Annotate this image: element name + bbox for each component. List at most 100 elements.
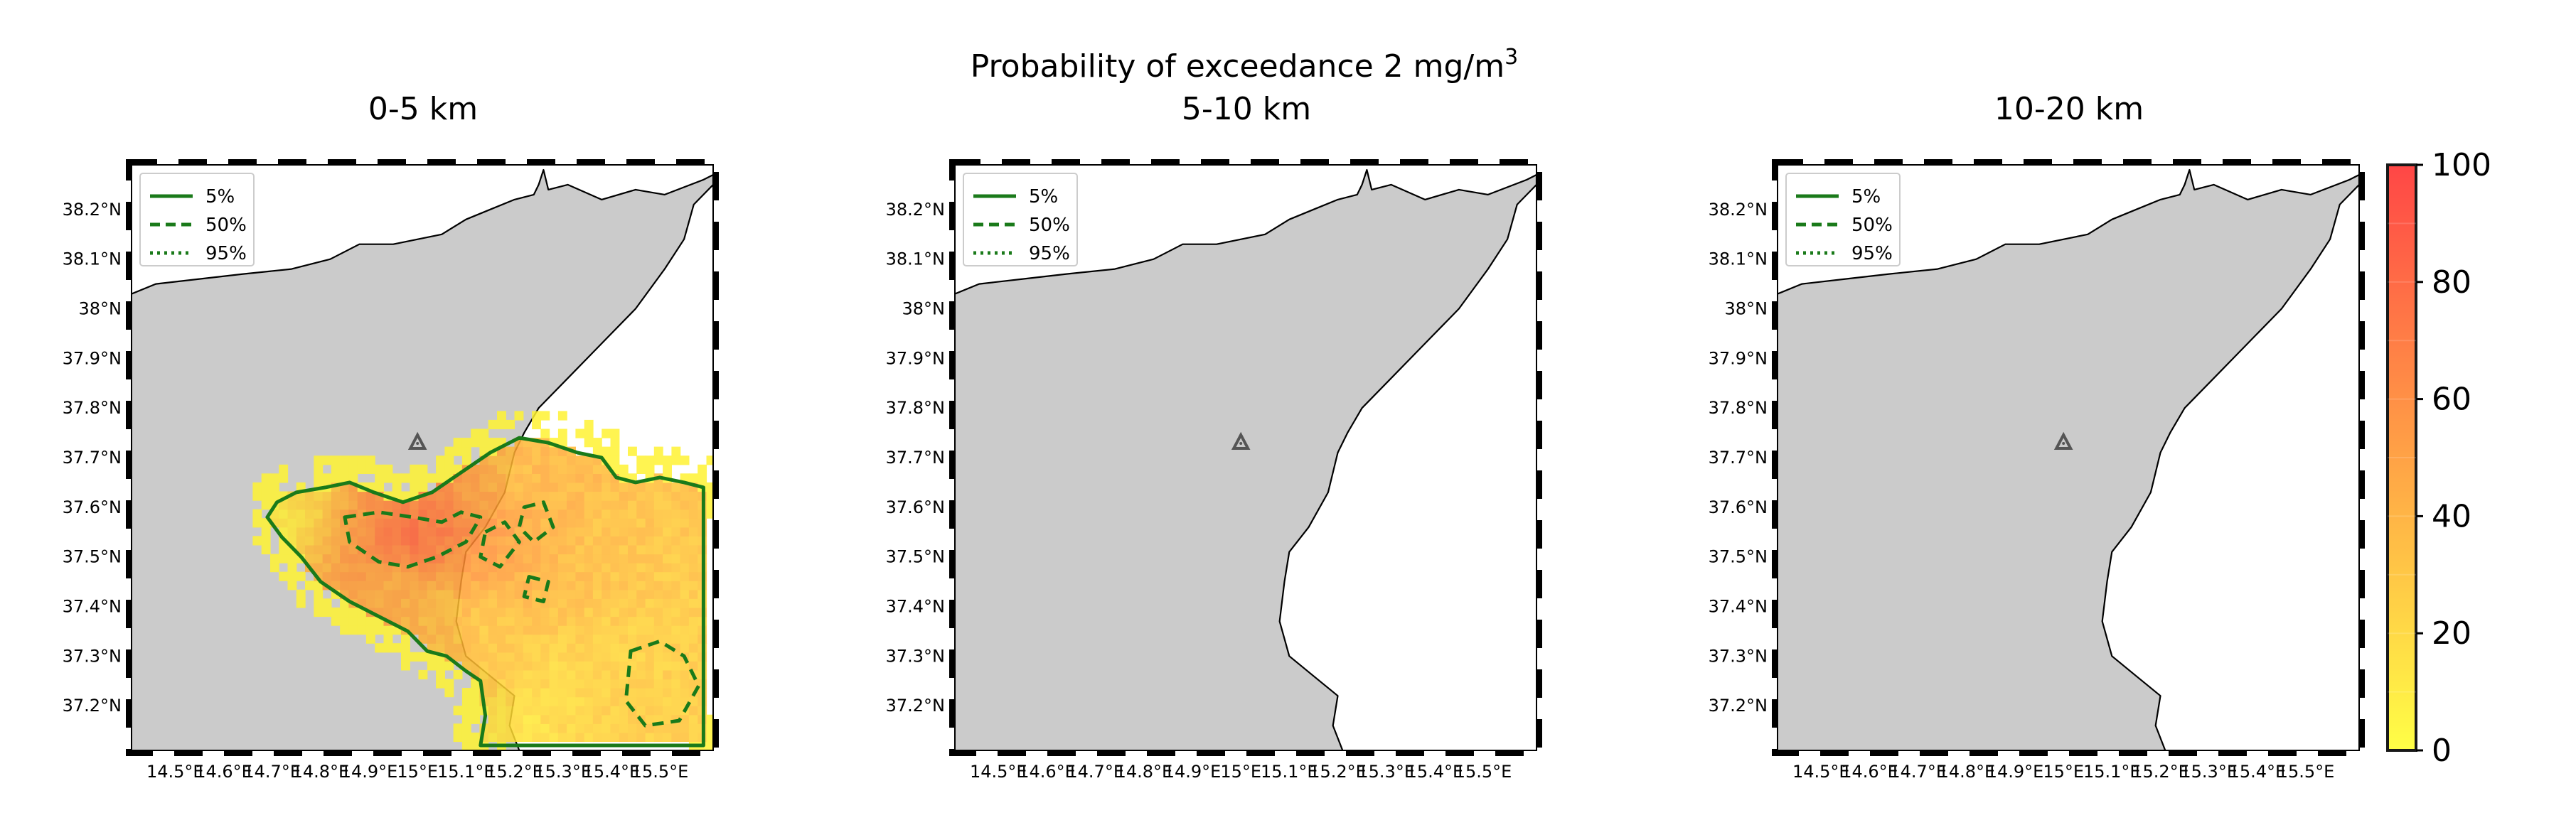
heatmap-cell	[549, 652, 559, 662]
heatmap-cell	[488, 482, 498, 492]
heatmap-cell	[592, 643, 602, 653]
heatmap-cell	[461, 554, 471, 564]
heatmap-cell	[636, 563, 646, 573]
heatmap-cell	[628, 598, 637, 608]
x-tick-label: 14.9°E	[341, 762, 398, 782]
heatmap-cell	[619, 634, 629, 644]
heatmap-cell	[680, 625, 690, 635]
heatmap-cell	[523, 464, 533, 474]
heatmap-cell	[453, 482, 463, 492]
heatmap-cell	[453, 723, 463, 733]
heatmap-cell	[497, 732, 506, 743]
heatmap-cell	[653, 491, 663, 501]
heatmap-cell	[436, 500, 445, 510]
heatmap-cell	[619, 723, 629, 733]
heatmap-cell	[680, 732, 690, 743]
heatmap-cell	[287, 563, 297, 573]
heatmap-cell	[514, 473, 524, 483]
heatmap-cell	[479, 482, 489, 492]
heatmap-cell	[688, 518, 698, 528]
heatmap-cell	[375, 500, 385, 510]
heatmap-cell	[610, 509, 620, 519]
heatmap-cell	[506, 661, 515, 671]
heatmap-cell	[506, 589, 515, 599]
heatmap-cell	[610, 446, 620, 456]
heatmap-cell	[506, 571, 515, 581]
heatmap-cell	[532, 509, 541, 519]
heatmap-cell	[410, 527, 419, 536]
heatmap-cell	[497, 581, 506, 591]
heatmap-cell	[602, 643, 611, 653]
heatmap-cell	[444, 643, 454, 653]
heatmap-cell	[602, 706, 611, 716]
heatmap-cell	[619, 464, 629, 474]
heatmap-cell	[706, 500, 713, 510]
heatmap-cell	[663, 706, 672, 716]
heatmap-cell	[357, 554, 367, 564]
heatmap-cell	[365, 598, 375, 608]
y-tick-label: 37.5°N	[886, 547, 945, 567]
heatmap-cell	[602, 714, 611, 724]
heatmap-cell	[602, 598, 611, 608]
heatmap-cell	[506, 625, 515, 635]
heatmap-cell	[540, 554, 550, 564]
heatmap-cell	[383, 464, 393, 474]
heatmap-cell	[602, 473, 611, 483]
heatmap-cell	[348, 491, 358, 501]
heatmap-cell	[688, 527, 698, 536]
heatmap-cell	[340, 491, 349, 501]
heatmap-cell	[314, 518, 324, 528]
x-tick-label: 14.7°E	[1889, 762, 1947, 782]
heatmap-cell	[592, 706, 602, 716]
heatmap-cell	[461, 438, 471, 448]
heatmap-cell	[653, 554, 663, 564]
heatmap-cell	[497, 554, 506, 564]
map-frame	[1772, 159, 2365, 756]
heatmap-cell	[645, 696, 655, 706]
heatmap-cell	[410, 589, 419, 599]
heatmap-cell	[680, 500, 690, 510]
heatmap-cell	[418, 563, 428, 573]
heatmap-cell	[471, 679, 481, 689]
heatmap-cell	[453, 598, 463, 608]
heatmap-cell	[506, 706, 515, 716]
heatmap-cell	[252, 509, 262, 519]
heatmap-cell	[401, 491, 410, 501]
y-tick-label: 37.6°N	[886, 497, 945, 517]
heatmap-cell	[375, 518, 385, 528]
heatmap-cell	[461, 446, 471, 456]
heatmap-cell	[671, 669, 681, 680]
heatmap-cell	[540, 518, 550, 528]
heatmap-cell	[584, 500, 594, 510]
heatmap-cell	[688, 679, 698, 689]
heatmap-cell	[296, 536, 306, 546]
heatmap-cell	[479, 616, 489, 626]
contour-50pct	[624, 639, 701, 728]
heatmap-cell	[523, 455, 533, 465]
heatmap-cell	[680, 688, 690, 698]
heatmap-cell	[645, 544, 655, 555]
heatmap-cell	[575, 598, 585, 608]
heatmap-cell	[663, 732, 672, 743]
heatmap-cell	[497, 482, 506, 492]
heatmap-cell	[497, 411, 506, 421]
heatmap-cell	[453, 563, 463, 573]
heatmap-cell	[461, 652, 471, 662]
heatmap-cell	[567, 589, 576, 599]
heatmap-cell	[532, 491, 541, 501]
heatmap-cell	[365, 455, 375, 465]
heatmap-cell	[636, 509, 646, 519]
heatmap-cell	[557, 473, 567, 483]
heatmap-cell	[540, 428, 550, 438]
heatmap-cell	[549, 554, 559, 564]
heatmap-cell	[506, 688, 515, 698]
heatmap-cell	[628, 482, 637, 492]
heatmap-cell	[497, 652, 506, 662]
heatmap-cell	[348, 500, 358, 510]
heatmap-cell	[375, 563, 385, 573]
heatmap-cell	[497, 679, 506, 689]
heatmap-cell	[557, 455, 567, 465]
heatmap-cell	[322, 563, 332, 573]
heatmap-cell	[663, 518, 672, 528]
heatmap-cell	[567, 723, 576, 733]
